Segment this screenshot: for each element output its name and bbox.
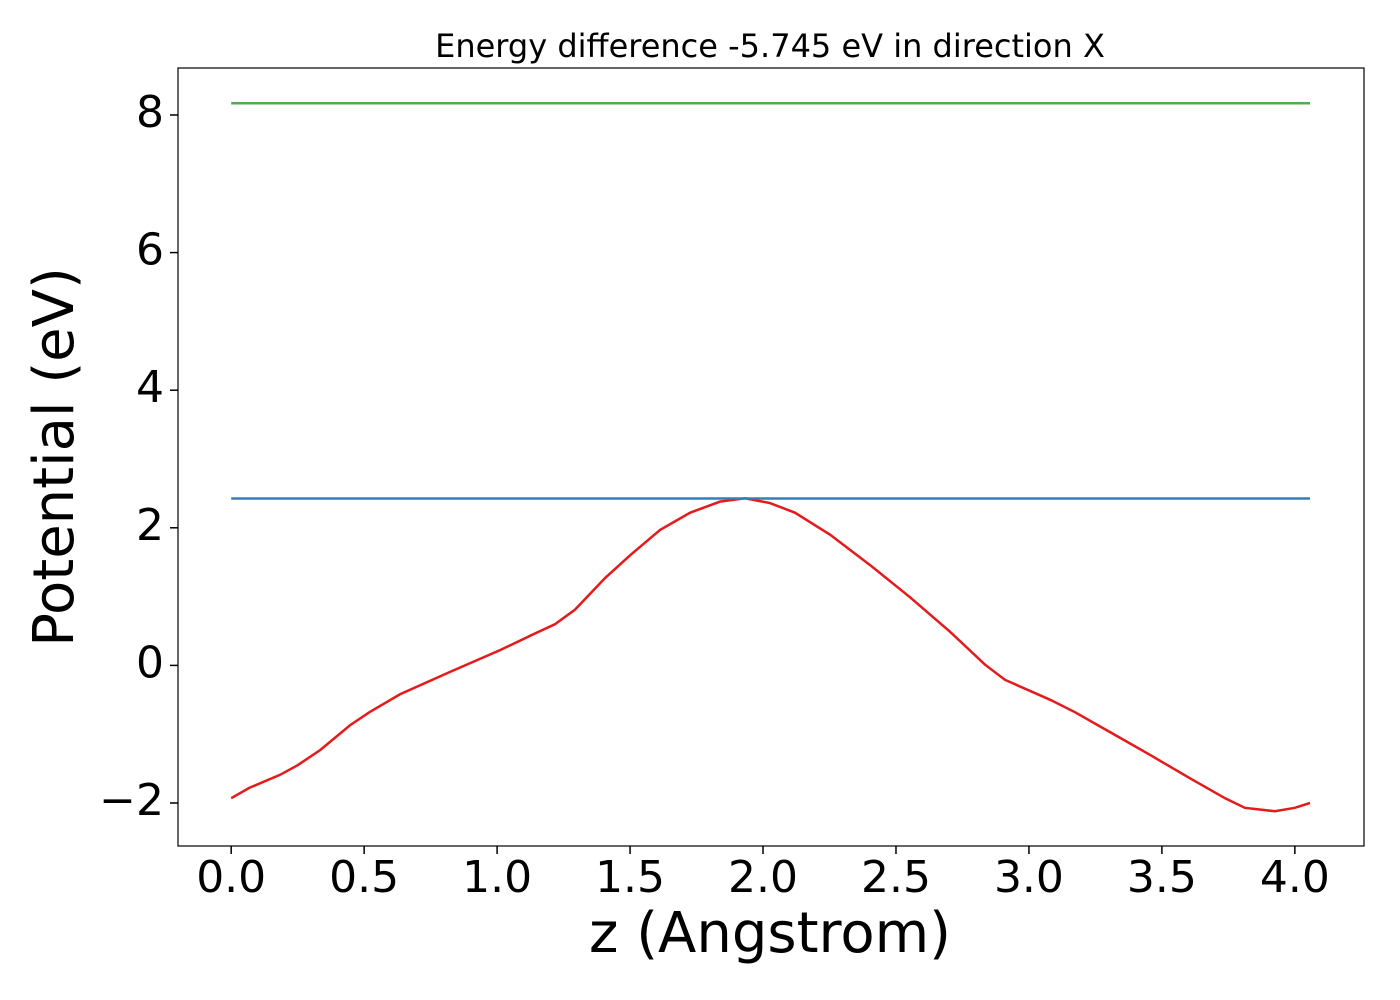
x-tick-label: 1.5 <box>595 852 665 903</box>
x-tick-label: 2.0 <box>728 852 798 903</box>
x-tick-label: 1.0 <box>462 852 532 903</box>
y-tick-label: 0 <box>136 637 164 688</box>
y-tick-label: −2 <box>99 775 164 826</box>
x-axis-label: z (Angstrom) <box>589 901 951 966</box>
y-axis-label: Potential (eV) <box>22 267 87 647</box>
chart-title: Energy difference -5.745 eV in direction… <box>435 27 1105 65</box>
y-tick-label: 2 <box>136 500 164 551</box>
x-tick-label: 2.5 <box>861 852 931 903</box>
x-tick-label: 3.5 <box>1127 852 1197 903</box>
y-tick-label: 8 <box>136 87 164 138</box>
y-tick-label: 4 <box>136 362 164 413</box>
y-tick-label: 6 <box>136 225 164 276</box>
x-tick-label: 0.5 <box>329 852 399 903</box>
x-tick-label: 4.0 <box>1260 852 1330 903</box>
plot-frame <box>177 67 1365 847</box>
x-tick-label: 0.0 <box>196 852 266 903</box>
x-tick-label: 3.0 <box>994 852 1064 903</box>
line-series <box>230 496 1311 813</box>
